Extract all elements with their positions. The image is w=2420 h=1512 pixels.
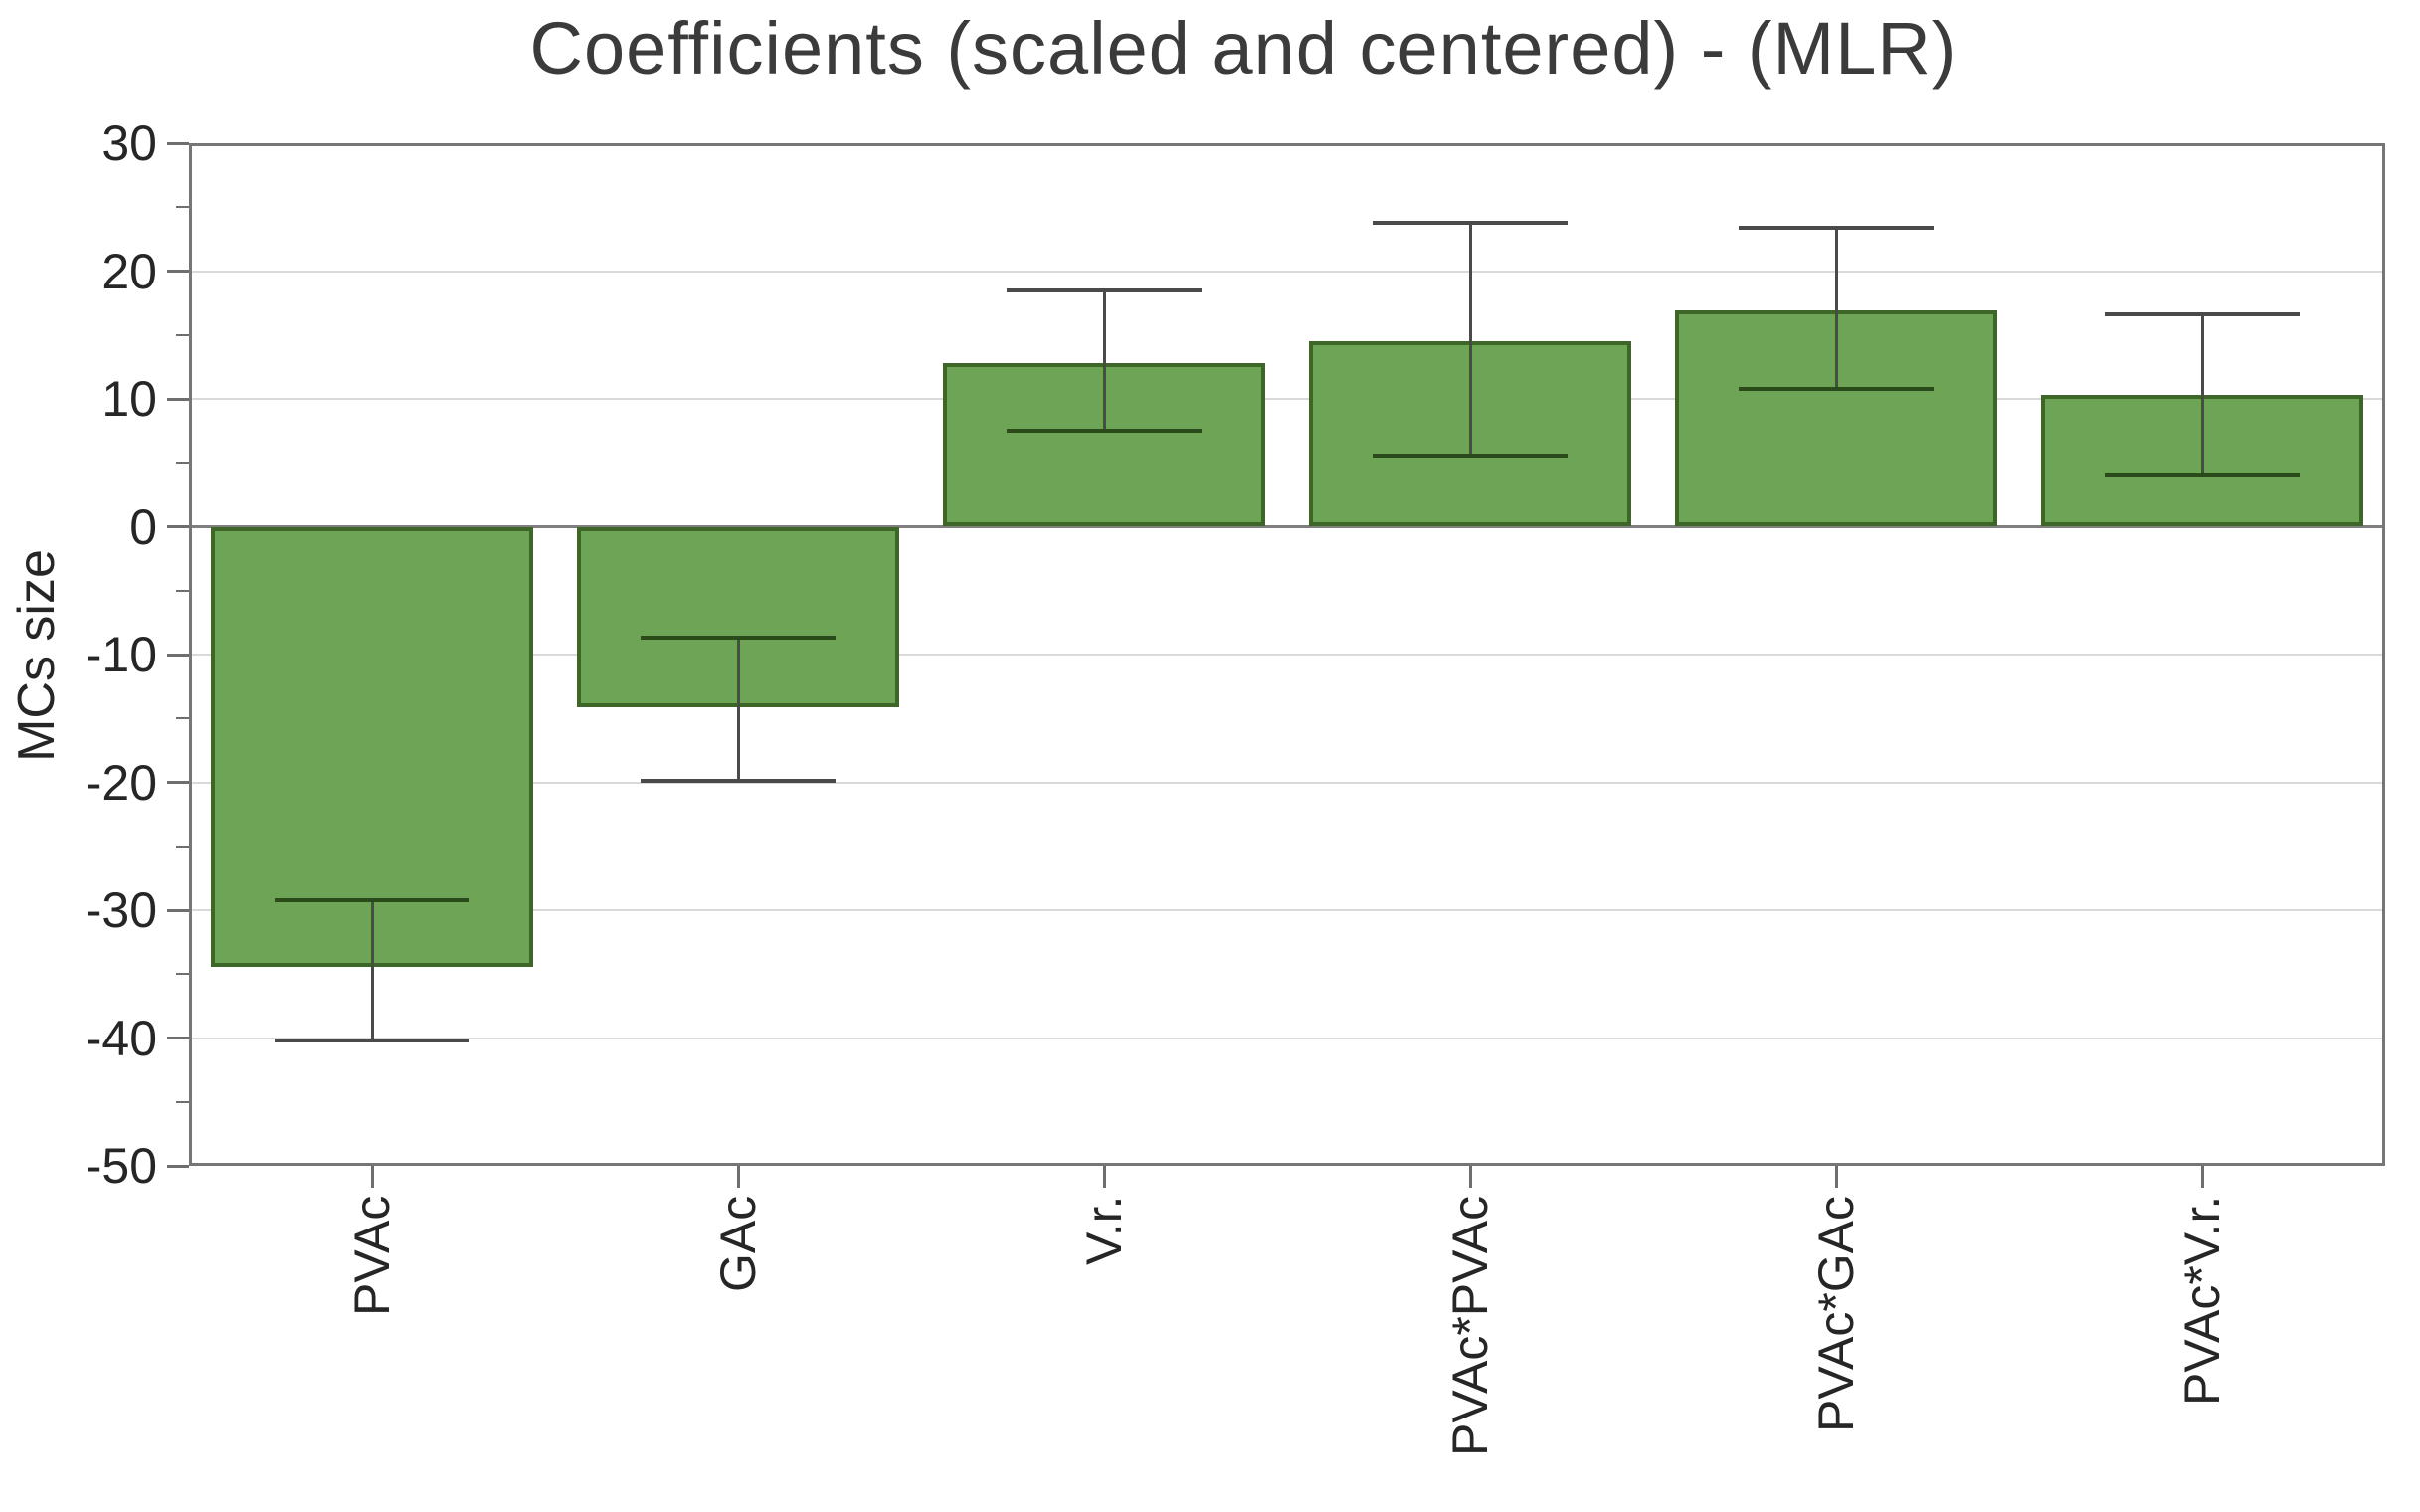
error-bar-cap (1007, 287, 1202, 292)
y-tick-label: 10 (101, 371, 157, 427)
y-axis-minor-tick (176, 333, 189, 336)
y-axis-major-tick (167, 653, 189, 657)
y-axis-major-tick (167, 141, 189, 145)
x-axis-label: PVAc*V.r. (2174, 1196, 2230, 1407)
y-axis-major-tick (167, 397, 189, 401)
y-tick-label: 20 (101, 243, 157, 299)
error-bar-stem (2200, 314, 2204, 476)
gridline (189, 781, 2385, 784)
y-axis-minor-tick (176, 589, 189, 592)
x-axis-tick (1102, 1166, 1106, 1188)
y-axis-major-tick (167, 908, 189, 912)
error-bar-stem (1834, 227, 1838, 389)
gridline (189, 1037, 2385, 1040)
error-bar-cap (1373, 220, 1568, 225)
x-axis-label: V.r. (1076, 1196, 1132, 1266)
y-axis-major-tick (167, 1037, 189, 1040)
y-tick-label: -30 (85, 882, 157, 938)
y-tick-label: 0 (129, 498, 157, 555)
y-axis-major-tick (167, 270, 189, 273)
y-axis-minor-tick (176, 1100, 189, 1103)
error-bar-cap (641, 779, 836, 784)
y-axis-minor-tick (176, 845, 189, 848)
gridline (189, 654, 2385, 656)
error-bar-cap (1739, 386, 1934, 391)
y-axis-minor-tick (176, 973, 189, 976)
gridline (189, 270, 2385, 273)
gridline (189, 398, 2385, 400)
y-axis-major-tick (167, 525, 189, 528)
x-axis-label: PVAc*PVAc (1442, 1196, 1498, 1457)
x-axis-tick (1468, 1166, 1472, 1188)
error-bar-stem (1102, 289, 1106, 432)
y-axis-minor-tick (176, 462, 189, 465)
y-axis-major-tick (167, 1164, 189, 1168)
x-axis-tick (370, 1166, 374, 1188)
error-bar-cap (275, 897, 469, 902)
error-bar-cap (641, 636, 836, 641)
error-bar-cap (1373, 453, 1568, 458)
x-axis-tick (2200, 1166, 2204, 1188)
x-axis-label: PVAc*GAc (1808, 1196, 1864, 1433)
x-axis-tick (736, 1166, 740, 1188)
error-bar-cap (2105, 312, 2300, 317)
y-tick-label: -20 (85, 754, 157, 811)
x-axis-label: PVAc (344, 1196, 400, 1317)
error-bar-cap (1739, 225, 1934, 230)
chart-title: Coefficients (scaled and centered) - (ML… (529, 7, 1957, 90)
error-bar-stem (1468, 222, 1472, 456)
y-tick-label: -50 (85, 1138, 157, 1194)
x-axis-tick (1834, 1166, 1838, 1188)
y-axis-major-tick (167, 781, 189, 784)
error-bar-cap (2105, 473, 2300, 478)
error-bar-stem (736, 638, 740, 782)
error-bar-cap (275, 1039, 469, 1043)
y-tick-label: -40 (85, 1010, 157, 1066)
error-bar-cap (1007, 429, 1202, 434)
y-tick-label: 30 (101, 115, 157, 171)
x-axis-label: GAc (710, 1196, 766, 1293)
error-bar-stem (370, 899, 374, 1041)
y-axis-minor-tick (176, 717, 189, 720)
y-tick-label: -10 (85, 627, 157, 682)
zero-axis-line (189, 525, 2385, 528)
gridline (189, 909, 2385, 911)
y-axis-minor-tick (176, 206, 189, 209)
